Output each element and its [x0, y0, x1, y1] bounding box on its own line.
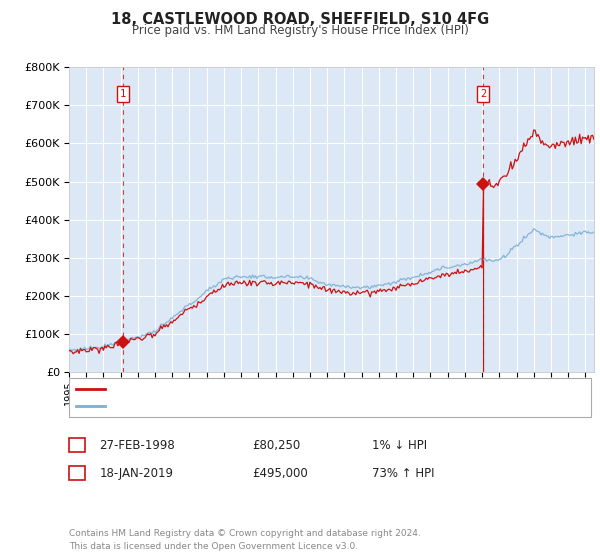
Text: 18, CASTLEWOOD ROAD, SHEFFIELD, S10 4FG (detached house): 18, CASTLEWOOD ROAD, SHEFFIELD, S10 4FG …	[111, 384, 446, 394]
Text: 18, CASTLEWOOD ROAD, SHEFFIELD, S10 4FG: 18, CASTLEWOOD ROAD, SHEFFIELD, S10 4FG	[111, 12, 489, 27]
Text: Price paid vs. HM Land Registry's House Price Index (HPI): Price paid vs. HM Land Registry's House …	[131, 24, 469, 36]
Text: 2: 2	[480, 89, 486, 99]
Text: £80,250: £80,250	[252, 438, 300, 452]
Text: 1% ↓ HPI: 1% ↓ HPI	[372, 438, 427, 452]
Text: HPI: Average price, detached house, Sheffield: HPI: Average price, detached house, Shef…	[111, 401, 350, 411]
Text: Contains HM Land Registry data © Crown copyright and database right 2024.
This d: Contains HM Land Registry data © Crown c…	[69, 529, 421, 550]
Text: 1: 1	[73, 440, 80, 450]
Text: 18-JAN-2019: 18-JAN-2019	[100, 466, 173, 480]
Text: £495,000: £495,000	[252, 466, 308, 480]
Text: 1: 1	[120, 89, 127, 99]
Text: 2: 2	[73, 468, 80, 478]
Text: 73% ↑ HPI: 73% ↑ HPI	[372, 466, 434, 480]
Text: 27-FEB-1998: 27-FEB-1998	[100, 438, 175, 452]
